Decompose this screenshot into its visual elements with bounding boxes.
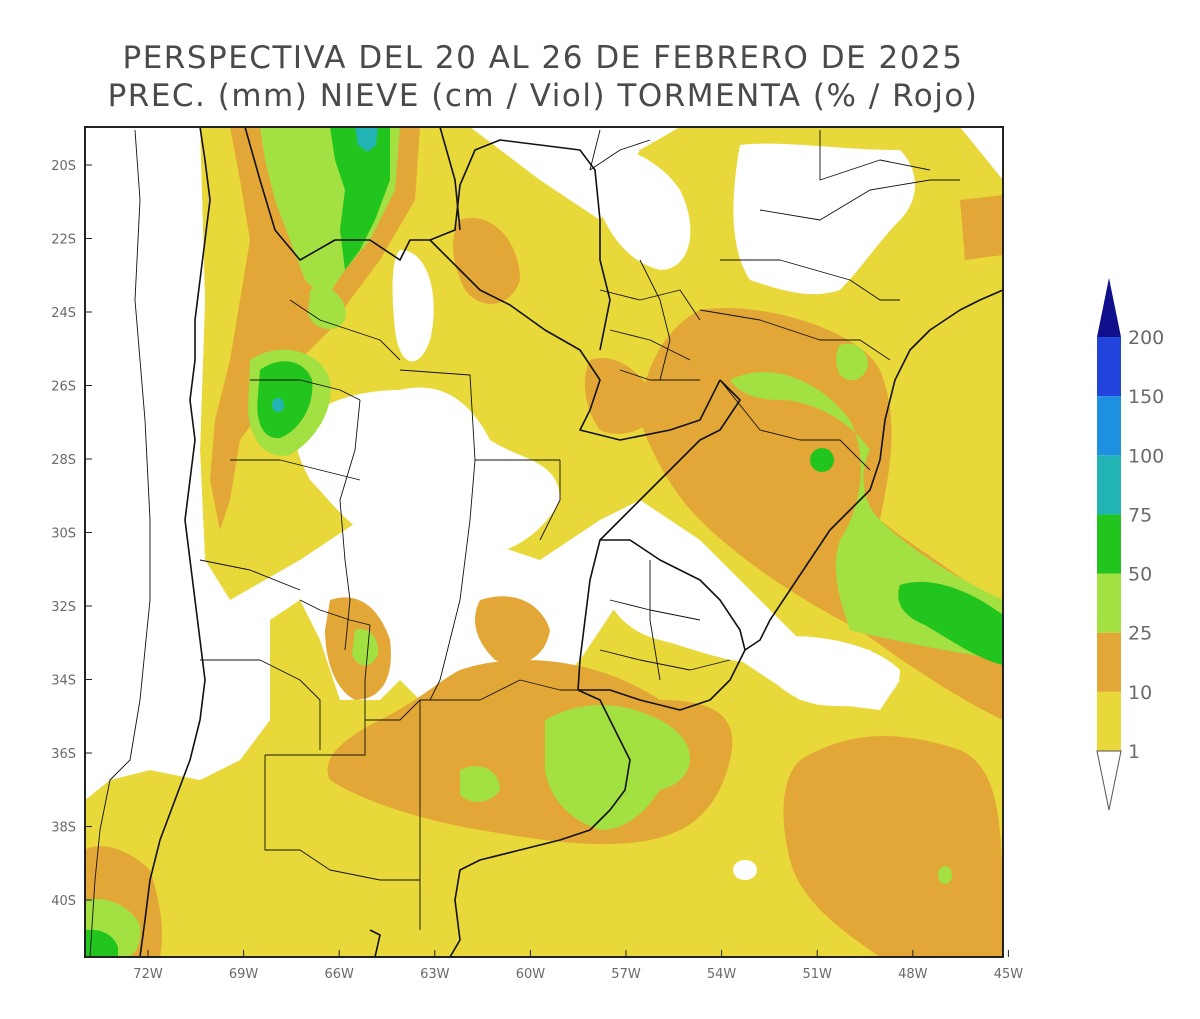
map-title-line1: PERSPECTIVA DEL 20 AL 26 DE FEBRERO DE 2… xyxy=(122,40,964,76)
lat-label: 28S xyxy=(51,453,76,468)
no-precip-regions xyxy=(85,127,915,880)
lat-label: 30S xyxy=(51,527,76,542)
lon-label: 45W xyxy=(994,967,1024,982)
lat-label: 24S xyxy=(51,306,76,321)
colorbar-box xyxy=(1097,514,1121,574)
lat-label: 20S xyxy=(51,159,76,174)
lat-label: 26S xyxy=(51,380,76,395)
map-title-line2: PREC. (mm) NIEVE (cm / Viol) TORMENTA (%… xyxy=(107,78,979,114)
colorbar-label: 10 xyxy=(1128,682,1152,704)
precip-75-100-regions xyxy=(272,127,378,412)
lat-label: 32S xyxy=(51,600,76,615)
colorbar-label: 75 xyxy=(1128,504,1152,526)
lat-label: 38S xyxy=(51,821,76,836)
lon-label: 48W xyxy=(898,967,928,982)
colorbar: 1 10 25 50 75 100 150 200 xyxy=(1096,278,1164,811)
precip-field xyxy=(85,127,1003,957)
colorbar-box xyxy=(1097,632,1121,692)
political-boundaries xyxy=(89,127,1003,957)
colorbar-box xyxy=(1097,337,1121,397)
colorbar-box xyxy=(1097,691,1121,751)
latitude-axis: 20S 22S 24S 26S 28S 30S 32S 34S 36S 38S 40S xyxy=(51,159,92,909)
colorbar-under-arrow xyxy=(1096,750,1122,811)
lon-label: 51W xyxy=(802,967,832,982)
lon-label: 69W xyxy=(229,967,259,982)
colorbar-box xyxy=(1097,455,1121,515)
precip-50-75-regions xyxy=(85,127,1003,957)
lat-label: 34S xyxy=(51,674,76,689)
colorbar-over-arrow xyxy=(1097,278,1121,337)
colorbar-label: 25 xyxy=(1128,623,1152,645)
plot-frame xyxy=(84,126,1004,958)
colorbar-label: 100 xyxy=(1128,445,1164,467)
colorbar-label: 200 xyxy=(1128,327,1164,349)
colorbar-label: 150 xyxy=(1128,386,1164,408)
lon-label: 72W xyxy=(133,967,163,982)
lat-label: 22S xyxy=(51,233,76,248)
lon-label: 63W xyxy=(420,967,450,982)
colorbar-label: 1 xyxy=(1128,741,1140,763)
lon-label: 54W xyxy=(707,967,737,982)
longitude-axis: 72W 69W 66W 63W 60W 57W 54W 51W 48W 45W xyxy=(133,950,1023,982)
lat-label: 36S xyxy=(51,747,76,762)
lat-label: 40S xyxy=(51,894,76,909)
lon-label: 66W xyxy=(324,967,354,982)
colorbar-box xyxy=(1097,396,1121,456)
lon-label: 57W xyxy=(611,967,641,982)
lon-label: 60W xyxy=(516,967,546,982)
colorbar-box xyxy=(1097,573,1121,633)
colorbar-label: 50 xyxy=(1128,564,1152,586)
